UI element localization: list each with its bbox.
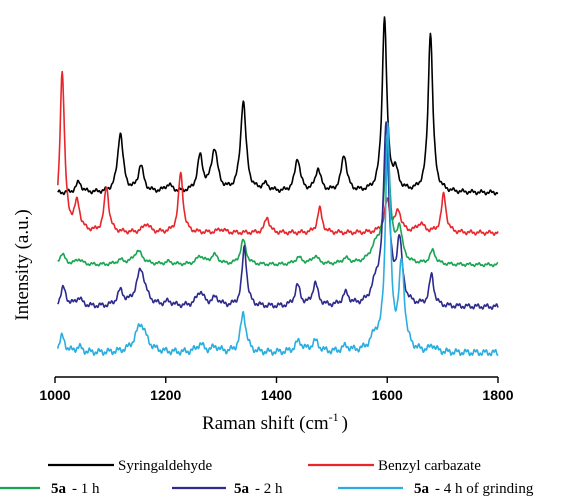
x-axis-title-sup: -1: [329, 410, 339, 424]
legend: Syringaldehyde Benzyl carbazate 5a - 1 h …: [0, 458, 534, 497]
series-line-syringaldehyde: [57, 16, 499, 196]
legend-label-g2h-text: - 2 h: [255, 481, 283, 497]
legend-label-g4h-text: - 4 h of grinding: [435, 481, 534, 497]
y-axis-title: Intensity (a.u.): [12, 209, 33, 320]
legend-label-syringaldehyde: Syringaldehyde: [118, 458, 212, 474]
x-tick-label: 1600: [372, 387, 403, 403]
series-line-g4h: [57, 122, 499, 357]
x-axis-title-close: ): [342, 413, 348, 434]
x-tick-label: 1000: [39, 387, 70, 403]
legend-label-g1h-bold: 5a: [51, 481, 67, 497]
x-tick-label: 1400: [261, 387, 292, 403]
legend-label-g1h: 5a - 1 h: [51, 481, 100, 497]
x-tick-label: 1200: [150, 387, 181, 403]
legend-label-g4h-bold: 5a: [414, 481, 430, 497]
plot-lines: [57, 16, 499, 357]
series-line-benzyl: [57, 70, 499, 236]
legend-label-g4h: 5a - 4 h of grinding: [414, 481, 534, 497]
x-tick-label: 1800: [482, 387, 513, 403]
legend-label-g1h-text: - 1 h: [72, 481, 100, 497]
legend-label-benzyl: Benzyl carbazate: [378, 458, 481, 474]
x-axis-title: Raman shift (cm-1): [202, 410, 348, 434]
series-line-g2h: [57, 121, 499, 310]
legend-label-g2h: 5a - 2 h: [234, 481, 283, 497]
series-line-g1h: [57, 135, 499, 268]
x-axis-title-main: Raman shift (cm: [202, 413, 329, 434]
legend-label-g2h-bold: 5a: [234, 481, 250, 497]
x-ticks: 1000 1200 1400 1600 1800: [39, 377, 514, 403]
